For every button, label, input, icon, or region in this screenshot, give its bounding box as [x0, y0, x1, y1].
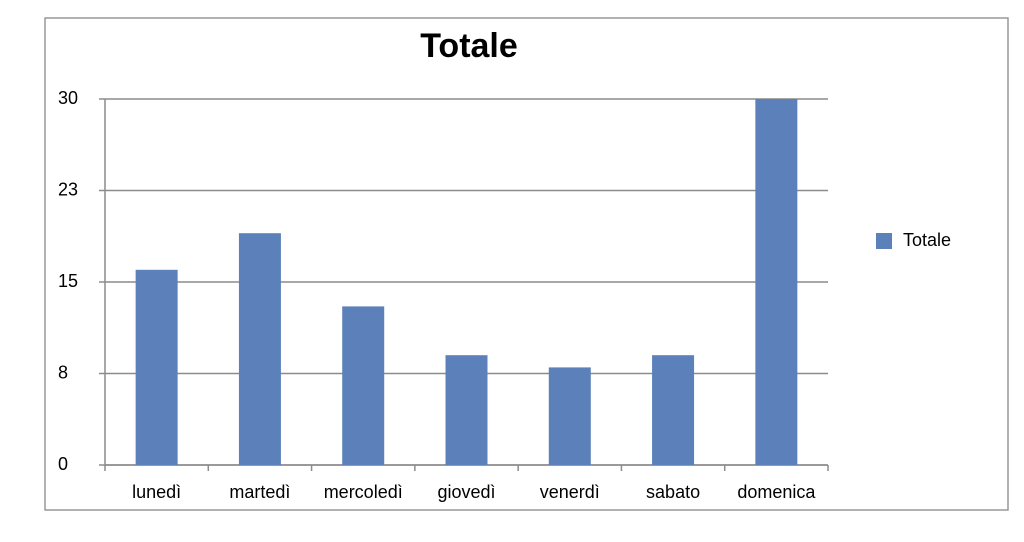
y-tick-label: 30 [58, 88, 78, 108]
chart-title: Totale [420, 27, 518, 65]
bar [445, 355, 488, 465]
legend-swatch [876, 233, 892, 249]
y-tick-label: 0 [58, 454, 68, 474]
bar [238, 233, 281, 465]
y-tick-label: 15 [58, 271, 78, 291]
chart-frame [44, 17, 1009, 511]
legend-label: Totale [903, 230, 951, 250]
x-tick-label: domenica [737, 482, 816, 502]
x-tick-label: venerdì [540, 482, 600, 502]
bar [755, 99, 798, 465]
y-tick-label: 8 [58, 362, 68, 382]
x-tick-label: mercoledì [324, 482, 403, 502]
bar [342, 306, 385, 465]
x-tick-label: giovedì [437, 482, 495, 502]
x-tick-label: sabato [646, 482, 700, 502]
bar [548, 367, 591, 465]
bar [135, 269, 178, 465]
x-tick-label: martedì [229, 482, 290, 502]
bar [652, 355, 695, 465]
x-tick-label: lunedì [132, 482, 181, 502]
y-tick-label: 23 [58, 179, 78, 199]
